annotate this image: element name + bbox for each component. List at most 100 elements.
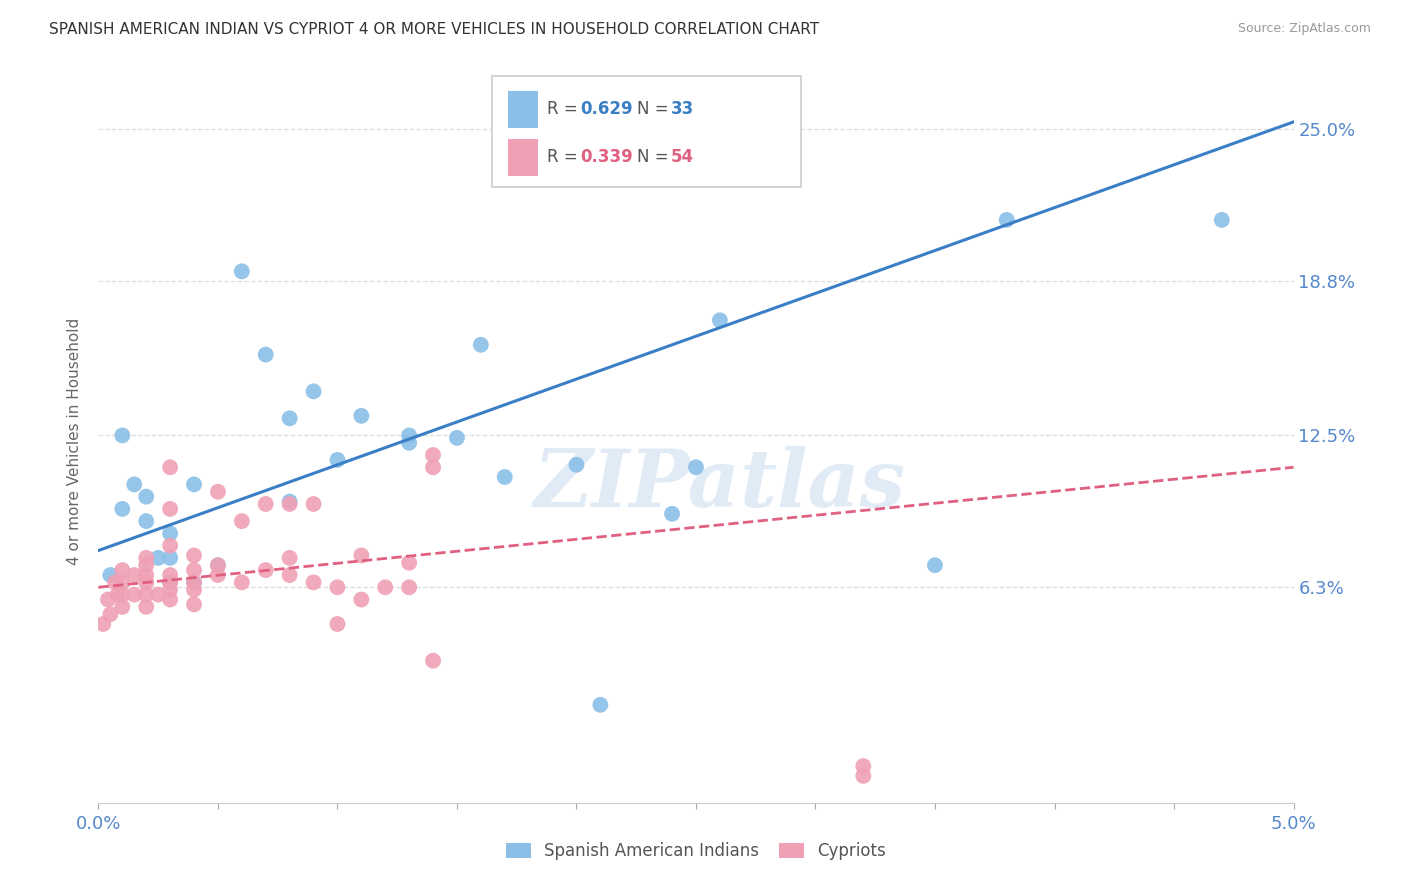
- Point: [422, 460, 444, 475]
- Point: [278, 411, 301, 425]
- Point: [183, 563, 205, 577]
- Point: [135, 575, 157, 590]
- Point: [398, 580, 420, 594]
- Point: [98, 568, 122, 582]
- Point: [565, 458, 588, 472]
- Point: [661, 507, 683, 521]
- Point: [159, 460, 181, 475]
- Point: [98, 607, 122, 622]
- Point: [302, 497, 325, 511]
- Point: [135, 558, 157, 573]
- Point: [398, 435, 420, 450]
- Point: [278, 494, 301, 508]
- Point: [111, 575, 134, 590]
- Point: [326, 617, 349, 632]
- Text: SPANISH AMERICAN INDIAN VS CYPRIOT 4 OR MORE VEHICLES IN HOUSEHOLD CORRELATION C: SPANISH AMERICAN INDIAN VS CYPRIOT 4 OR …: [49, 22, 820, 37]
- Point: [326, 453, 349, 467]
- Point: [159, 502, 181, 516]
- Point: [104, 575, 127, 590]
- Point: [159, 582, 181, 597]
- Text: Source: ZipAtlas.com: Source: ZipAtlas.com: [1237, 22, 1371, 36]
- Point: [111, 428, 134, 442]
- Point: [183, 477, 205, 491]
- Point: [302, 384, 325, 399]
- Point: [350, 592, 373, 607]
- Point: [350, 549, 373, 563]
- Point: [111, 502, 134, 516]
- Point: [207, 558, 229, 573]
- Point: [278, 550, 301, 565]
- Point: [350, 409, 373, 423]
- Text: N =: N =: [637, 100, 673, 118]
- Point: [135, 490, 157, 504]
- Legend: Spanish American Indians, Cypriots: Spanish American Indians, Cypriots: [499, 836, 893, 867]
- Point: [924, 558, 946, 573]
- Point: [183, 549, 205, 563]
- Point: [589, 698, 612, 712]
- Point: [135, 599, 157, 614]
- Point: [183, 575, 205, 590]
- Point: [135, 568, 157, 582]
- Point: [278, 497, 301, 511]
- Point: [398, 428, 420, 442]
- Point: [148, 588, 170, 602]
- Point: [148, 550, 170, 565]
- Point: [124, 588, 146, 602]
- Point: [685, 460, 707, 475]
- Text: R =: R =: [547, 100, 583, 118]
- Point: [254, 348, 277, 362]
- Point: [207, 484, 229, 499]
- Point: [111, 563, 134, 577]
- Point: [302, 575, 325, 590]
- Point: [995, 213, 1018, 227]
- Text: 54: 54: [671, 148, 693, 166]
- Point: [124, 568, 146, 582]
- Point: [422, 654, 444, 668]
- Point: [183, 598, 205, 612]
- Point: [159, 592, 181, 607]
- Point: [183, 575, 205, 590]
- Text: 33: 33: [671, 100, 695, 118]
- Point: [159, 568, 181, 582]
- Point: [398, 556, 420, 570]
- Point: [159, 550, 181, 565]
- Y-axis label: 4 or more Vehicles in Household: 4 or more Vehicles in Household: [67, 318, 83, 566]
- Point: [135, 588, 157, 602]
- Text: 0.339: 0.339: [581, 148, 634, 166]
- Point: [326, 580, 349, 594]
- Text: R =: R =: [547, 148, 583, 166]
- Point: [159, 539, 181, 553]
- Point: [135, 514, 157, 528]
- Point: [159, 575, 181, 590]
- Point: [852, 769, 875, 783]
- Point: [159, 526, 181, 541]
- Point: [709, 313, 731, 327]
- Point: [494, 470, 516, 484]
- Point: [422, 448, 444, 462]
- Point: [159, 575, 181, 590]
- Point: [278, 568, 301, 582]
- Point: [470, 338, 492, 352]
- Point: [254, 563, 277, 577]
- Point: [1211, 213, 1233, 227]
- Point: [207, 568, 229, 582]
- Point: [374, 580, 396, 594]
- Point: [231, 514, 253, 528]
- Point: [207, 558, 229, 573]
- Text: 0.629: 0.629: [581, 100, 633, 118]
- Point: [111, 588, 134, 602]
- Point: [111, 599, 134, 614]
- Point: [254, 497, 277, 511]
- Point: [183, 582, 205, 597]
- Point: [124, 477, 146, 491]
- Point: [107, 588, 129, 602]
- Point: [231, 264, 253, 278]
- Text: ZIPatlas: ZIPatlas: [534, 446, 905, 524]
- Text: N =: N =: [637, 148, 673, 166]
- Point: [135, 550, 157, 565]
- Point: [852, 759, 875, 773]
- Point: [91, 617, 114, 632]
- Point: [97, 592, 120, 607]
- Point: [446, 431, 468, 445]
- Point: [231, 575, 253, 590]
